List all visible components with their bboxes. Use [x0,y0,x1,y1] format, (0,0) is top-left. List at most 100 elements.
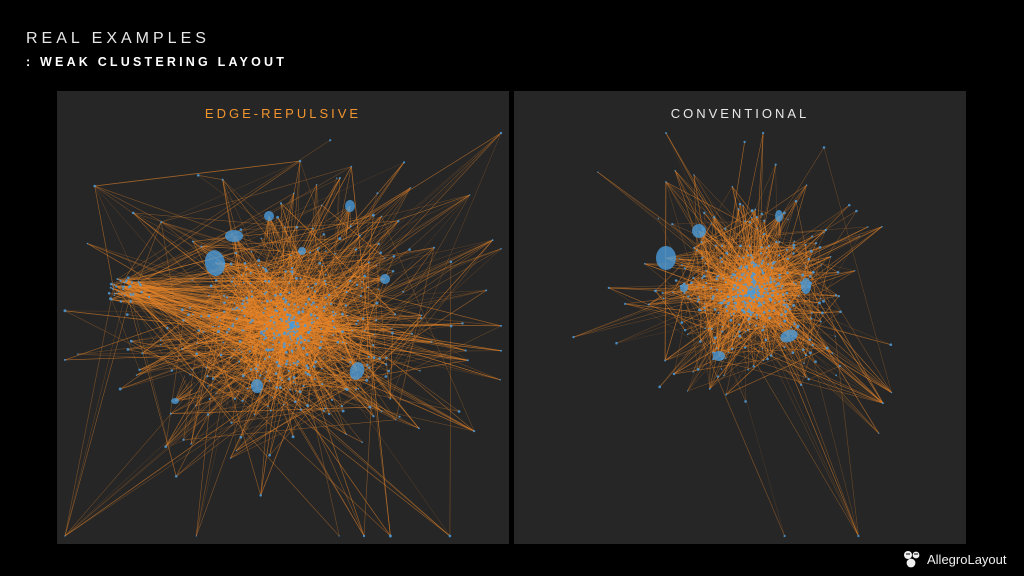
graph-node [191,240,194,243]
graph-node [250,250,253,253]
graph-edge [710,295,751,304]
graph-edge [174,379,187,402]
graph-node [712,216,716,219]
graph-edge [278,342,283,366]
graph-node [742,204,744,206]
graph-edge [297,340,347,435]
graph-node [235,306,239,309]
graph-node [130,281,134,284]
graph-node [725,281,727,283]
graph-edge [747,319,806,377]
graph-edge [269,352,287,456]
graph-edge [773,285,807,294]
graph-node [704,262,706,264]
graph-edge [208,132,502,317]
graph-node [245,296,249,300]
graph-node [137,281,140,284]
graph-node [277,314,279,316]
graph-edge [209,350,466,400]
conventional-panel: CONVENTIONAL [514,91,966,544]
graph-edge [276,314,315,331]
graph-node [768,316,772,320]
graph-edge [288,166,352,284]
graph-edge [665,132,760,303]
graph-edge [174,390,203,402]
graph-edge [706,282,820,304]
graph-hub-node [713,351,725,361]
graph-node [269,348,272,352]
graph-node [268,379,271,382]
graph-edge [239,308,387,365]
graph-node [752,273,755,276]
graph-edge [665,314,782,361]
graph-node [230,356,232,358]
graph-edge [764,312,812,319]
graph-edge [133,212,275,324]
graph-edge [748,311,880,434]
graph-node [417,427,420,430]
graph-edge [722,245,750,327]
edge-repulsive-panel: EDGE-REPULSIVE [57,91,509,544]
graph-node [778,300,781,303]
graph-edge [697,247,767,370]
graph-node [762,277,765,279]
graph-edge [313,321,315,380]
graph-node [878,432,880,434]
graph-node [290,270,294,274]
graph-edge [64,310,243,402]
graph-node [881,225,883,228]
graph-edge [77,350,502,355]
graph-node [281,320,284,323]
graph-edge [710,263,752,265]
graph-edge [761,273,764,308]
graph-node [287,369,290,373]
graph-edge [368,377,374,417]
graph-node [229,262,233,266]
graph-edge [261,237,394,272]
graph-node [740,265,743,268]
graph-node [740,295,743,298]
graph-node [293,303,296,306]
graph-node [766,292,770,295]
graph-edge [751,294,833,354]
graph-edge [118,291,338,363]
graph-edge [729,268,796,285]
graph-node [750,285,753,289]
graph-node [118,387,122,391]
graph-hub-node [264,211,274,221]
graph-edge [763,234,802,385]
graph-node [313,321,315,323]
graph-node [854,270,856,272]
graph-edge [117,140,331,280]
graph-node [250,319,254,322]
graph-edge [676,280,883,404]
graph-node [265,336,268,339]
graph-edge [823,147,892,393]
graph-edge [366,239,493,381]
graph-node [273,315,276,317]
graph-edge [247,302,293,324]
graph-node [265,371,268,373]
graph-edge [298,239,493,327]
graph-node [285,324,287,327]
graph-node [170,369,174,372]
graph-node [763,219,766,222]
graph-edge [718,303,785,537]
graph-edge [716,347,883,404]
graph-node [708,387,711,390]
graph-node [748,323,751,325]
graph-node [288,327,292,331]
graph-node [733,305,736,308]
graph-edge [293,362,330,415]
graph-edge [743,253,794,312]
graph-edge [693,174,716,310]
graph-node [819,298,822,300]
graph-node [777,282,780,286]
graph-node [750,281,752,283]
graph-node [259,392,261,394]
graph-node [306,367,310,370]
graph-edge [733,266,746,278]
graph-node [261,301,263,304]
graph-edge [141,291,336,334]
graph-node [689,298,691,300]
